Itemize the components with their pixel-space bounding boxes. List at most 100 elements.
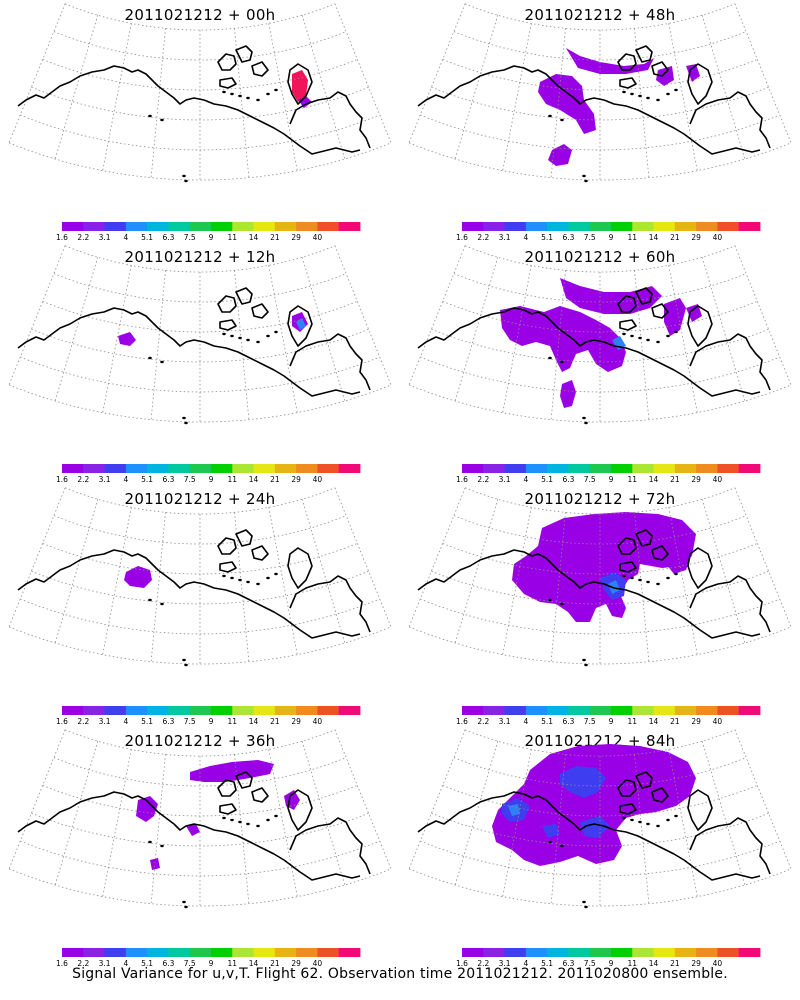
colorbar-tick-label: 11	[228, 959, 238, 968]
colorbar-swatch	[83, 464, 105, 473]
island-dot	[560, 844, 564, 848]
island-outline	[235, 287, 253, 305]
colorbar-tick-label: 21	[670, 475, 680, 484]
colorbar-tick-label: 21	[670, 959, 680, 968]
colorbar-tick-label: 11	[628, 959, 638, 968]
latitude-line	[53, 31, 347, 61]
colorbar-swatch	[147, 464, 169, 473]
colorbar-tick-label: 3.1	[499, 717, 511, 726]
colorbar-tick-label: 5.1	[541, 959, 553, 968]
longitude-line	[301, 15, 346, 160]
longitude-line	[102, 23, 132, 171]
colorbar-swatch	[632, 948, 654, 957]
colorbar-swatch	[696, 222, 718, 231]
latitude-line	[442, 543, 758, 575]
latitude-line	[8, 626, 392, 665]
map-plot: 1.6 2.2 3.1 4 5.1 6.3 7.5 9 11 14 21 29 40	[408, 729, 792, 968]
island-outline	[617, 53, 637, 71]
map-plot: 1.6 2.2 3.1 4 5.1 6.3 7.5 9 11 14 21 29 40	[408, 487, 792, 726]
colorbar-swatch	[232, 464, 254, 473]
coastline-path	[289, 575, 371, 633]
colorbar-tick-label: 5.1	[141, 959, 153, 968]
island-outline	[219, 803, 237, 815]
latitude-line	[42, 543, 358, 575]
island-dot	[582, 174, 586, 178]
colorbar-swatch	[547, 948, 569, 957]
island-dot	[256, 98, 260, 102]
coastline-path	[687, 547, 713, 589]
island-outline	[651, 303, 669, 319]
colorbar-swatch	[568, 948, 591, 957]
latitude-line	[42, 301, 358, 333]
longitude-line	[734, 729, 792, 870]
coastline-path	[689, 333, 771, 391]
island-dot	[274, 88, 278, 92]
colorbar-swatch	[525, 706, 548, 715]
colorbar-swatch	[317, 222, 340, 231]
island-dot	[184, 905, 188, 909]
map-plot: 1.6 2.2 3.1 4 5.1 6.3 7.5 9 11 14 21 29 40	[8, 3, 392, 242]
colorbar-swatch	[104, 464, 127, 473]
colorbar-tick-label: 29	[291, 717, 301, 726]
colorbar-tick-label: 40	[313, 959, 323, 968]
graticule	[408, 245, 792, 423]
island-outline	[251, 61, 269, 77]
longitude-line	[150, 512, 166, 662]
island-dot	[638, 94, 642, 98]
colorbar-swatch	[717, 222, 740, 231]
island-dot	[584, 179, 588, 183]
island-dot	[160, 118, 164, 122]
island-dot	[666, 334, 670, 338]
colorbar-tick-label: 1.6	[56, 959, 68, 968]
island-dot	[246, 96, 250, 100]
longitude-line	[8, 3, 66, 144]
colorbar-tick-label: 14	[249, 717, 259, 726]
latitude-line	[464, 729, 736, 757]
colorbar-tick-label: 11	[628, 717, 638, 726]
island-dot	[184, 663, 188, 667]
colorbar-swatch	[338, 948, 361, 957]
colorbar-tick-label: 29	[291, 959, 301, 968]
island-dot	[666, 818, 670, 822]
coastline	[17, 45, 371, 183]
colorbar-tick-label: 7.5	[184, 475, 196, 484]
longitude-line	[454, 257, 499, 402]
variance-region	[538, 74, 596, 134]
variance-region	[664, 542, 692, 574]
panel-title: 2011021212 + 00h	[124, 6, 276, 24]
colorbar-swatch	[738, 706, 761, 715]
island-dot	[646, 96, 650, 100]
island-outline	[617, 537, 637, 555]
latitude-line	[420, 840, 780, 877]
colorbar-swatch	[568, 222, 591, 231]
variance-region	[686, 304, 702, 322]
colorbar-swatch	[653, 706, 676, 715]
colorbar-swatch	[338, 222, 361, 231]
colorbar-swatch	[717, 464, 740, 473]
colorbar-tick-label: 40	[713, 475, 723, 484]
island-dot	[222, 90, 226, 94]
colorbar-swatch	[62, 948, 84, 957]
longitude-line	[502, 265, 532, 413]
colorbar-swatch	[147, 948, 169, 957]
colorbar-tick-label: 1.6	[456, 233, 468, 242]
coastline-path	[287, 547, 313, 589]
island-dot	[246, 338, 250, 342]
map-plot: 1.6 2.2 3.1 4 5.1 6.3 7.5 9 11 14 21 29 40	[8, 729, 392, 968]
colorbar-tick-label: 1.6	[456, 475, 468, 484]
island-outline	[217, 779, 237, 797]
variance-region	[548, 144, 572, 166]
graticule	[408, 729, 792, 907]
panel-title: 2011021212 + 72h	[524, 490, 676, 508]
longitude-line	[668, 265, 698, 413]
coastline-path	[287, 789, 313, 831]
longitude-line	[8, 729, 66, 870]
island-dot	[622, 332, 626, 336]
colorbar-tick-label: 9	[609, 475, 614, 484]
colorbar-swatch	[232, 948, 254, 957]
coastline-path	[287, 63, 313, 105]
island-dot	[238, 94, 242, 98]
latitude-line	[408, 142, 792, 181]
coastline	[17, 287, 371, 425]
longitude-line	[668, 749, 698, 897]
